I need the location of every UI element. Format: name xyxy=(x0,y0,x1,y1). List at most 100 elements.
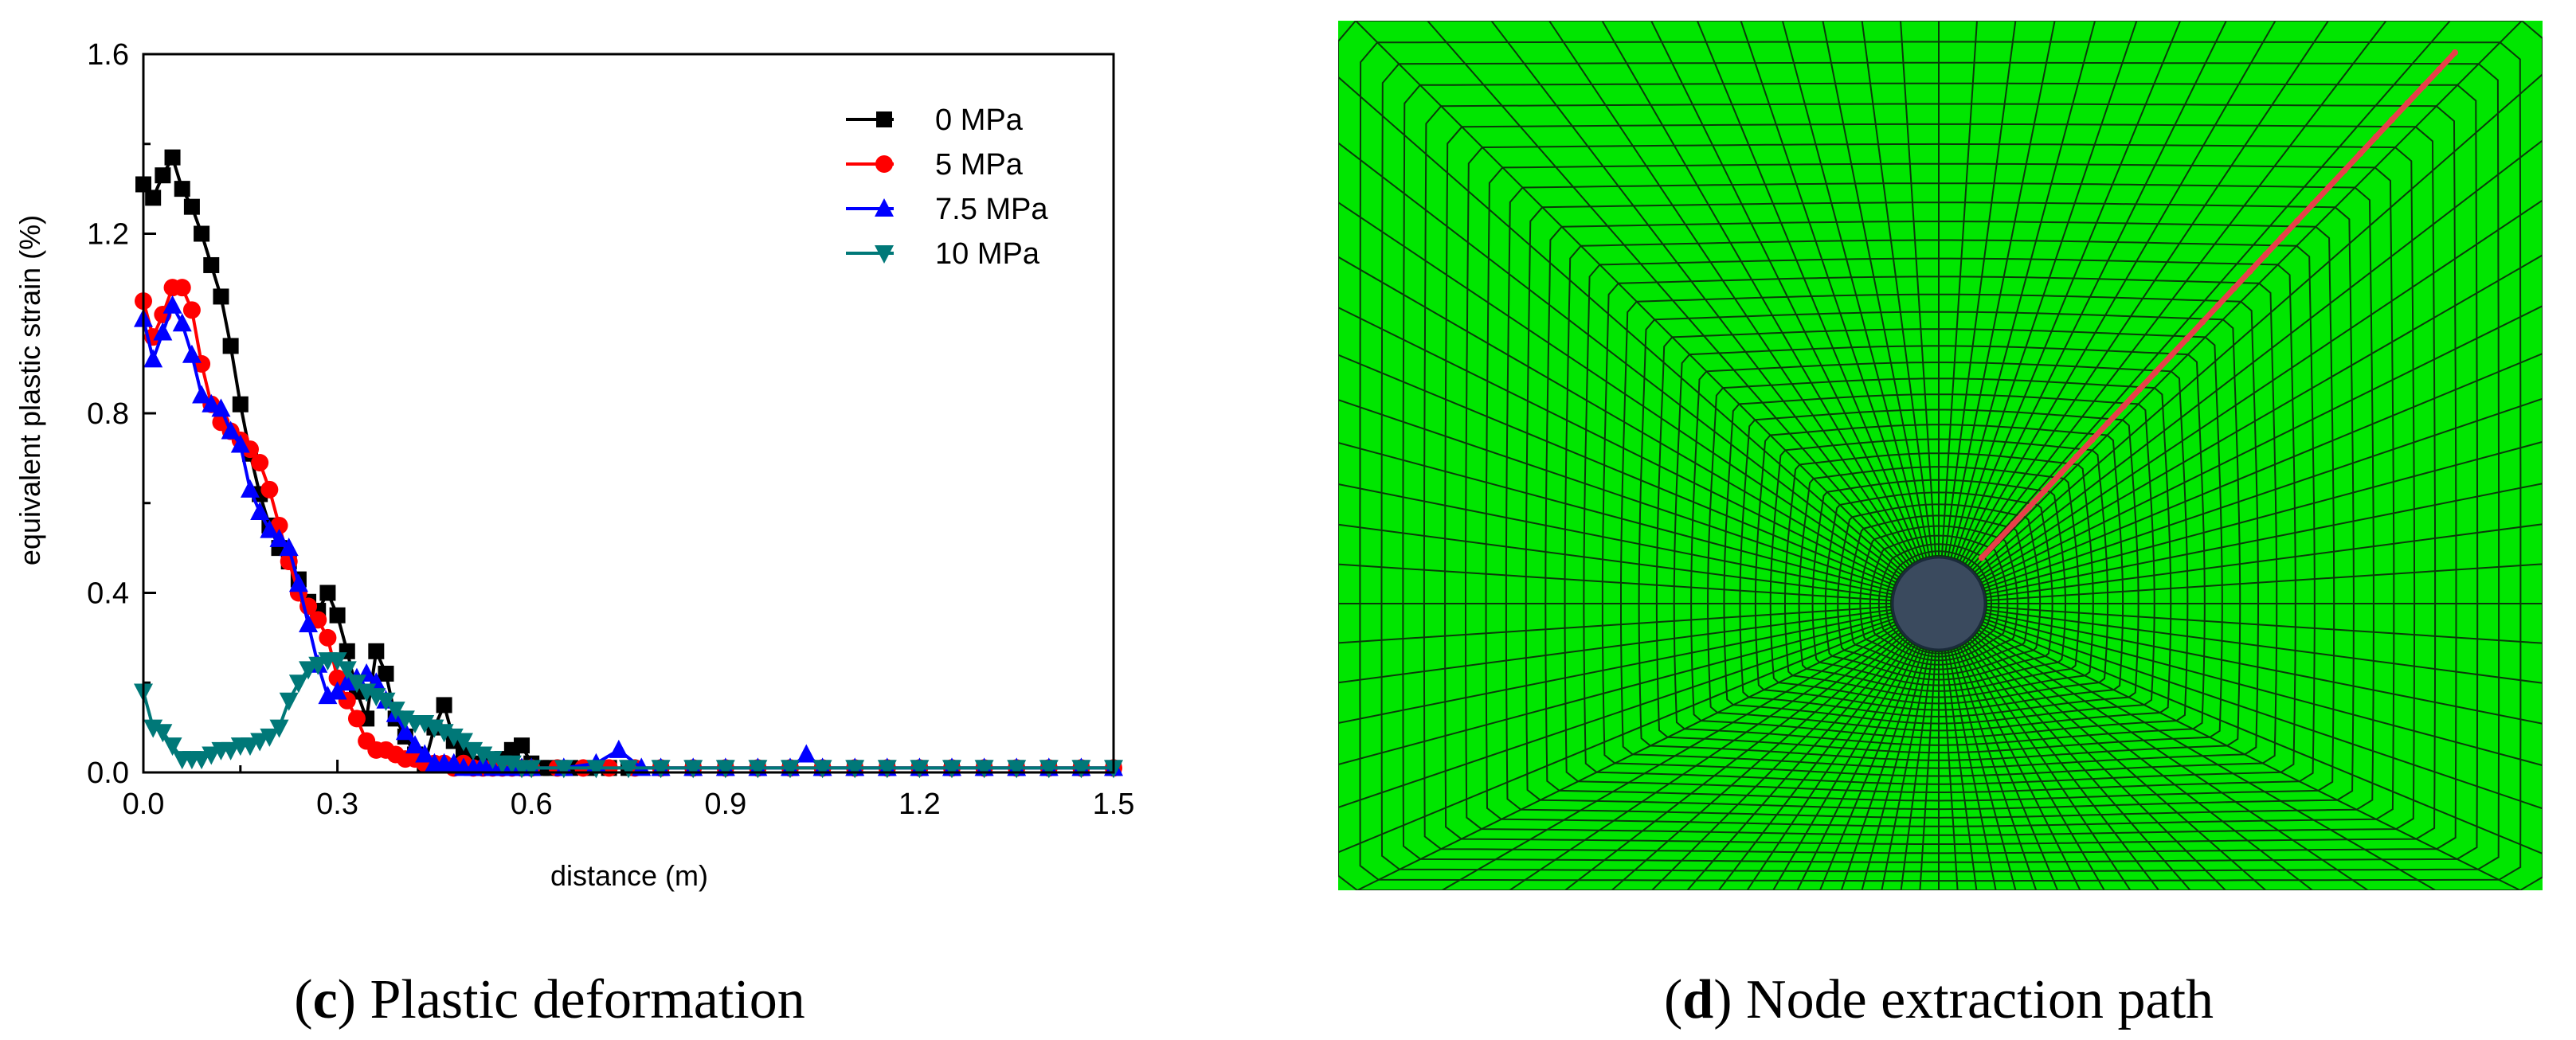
plastic-strain-chart: 0.0 0.4 0.8 1.2 1.6 0.0 0.3 0.6 0.9 1.2 1.5 equiv… xyxy=(14,38,1134,892)
extraction-node xyxy=(2341,167,2348,174)
mesh-spoke xyxy=(1355,21,1906,571)
mesh-spoke xyxy=(1338,442,1893,592)
y-tick-label: 1.6 xyxy=(87,38,129,72)
mesh-spoke xyxy=(1959,21,2227,561)
caption-c-letter: c xyxy=(313,969,338,1030)
data-point xyxy=(222,338,239,354)
legend-entry: 10 MPa xyxy=(846,237,1040,271)
data-point xyxy=(845,760,865,779)
mesh-spoke xyxy=(1964,21,2329,565)
data-point xyxy=(164,149,181,166)
mesh-spoke xyxy=(1983,397,2543,589)
x-tick-label: 1.2 xyxy=(898,788,941,821)
data-point xyxy=(405,735,425,754)
caption-c: (c) Plastic deformation xyxy=(294,969,805,1030)
extraction-node xyxy=(2230,285,2237,292)
mesh-spoke xyxy=(1964,643,2132,890)
data-point xyxy=(173,279,191,297)
data-point xyxy=(376,692,396,711)
data-point xyxy=(395,721,415,741)
mesh-spoke xyxy=(1781,21,1928,558)
mesh-spoke xyxy=(1900,21,1937,557)
mesh-spoke xyxy=(1983,353,2543,586)
series-7-5-mpa xyxy=(134,295,1123,776)
mesh-spoke xyxy=(1975,631,2313,890)
extraction-node xyxy=(2452,49,2458,56)
mesh-spoke xyxy=(1772,644,1916,890)
data-point xyxy=(619,760,638,779)
x-tick-label: 0.3 xyxy=(316,788,358,821)
extraction-node xyxy=(2136,385,2143,393)
mesh-spoke xyxy=(1981,305,2543,584)
data-point xyxy=(942,760,961,779)
mesh-spoke xyxy=(1651,636,1906,890)
mesh-spoke xyxy=(1564,631,1902,890)
legend-label: 5 MPa xyxy=(935,148,1024,182)
data-point xyxy=(319,585,336,601)
data-point xyxy=(279,538,299,557)
mesh-spoke xyxy=(1338,563,1892,602)
extraction-node xyxy=(1978,554,1985,561)
data-point xyxy=(155,167,171,184)
data-point xyxy=(153,322,173,341)
y-tick-label: 0.8 xyxy=(87,397,129,431)
x-tick-label: 1.5 xyxy=(1093,788,1135,821)
mesh-spoke xyxy=(1956,21,2182,560)
data-point xyxy=(812,760,832,779)
legend-label: 0 MPa xyxy=(935,104,1024,137)
mesh-spoke xyxy=(1979,627,2437,890)
data-point xyxy=(250,733,270,752)
data-point xyxy=(279,692,299,711)
legend-entry: 0 MPa xyxy=(846,104,1024,137)
extraction-node xyxy=(2042,487,2049,494)
data-point xyxy=(378,665,394,682)
data-point xyxy=(172,313,192,332)
mesh-spoke xyxy=(1740,21,1924,559)
extraction-node xyxy=(2073,453,2080,460)
mesh-spoke xyxy=(1611,634,1904,890)
data-point xyxy=(386,702,405,721)
data-point xyxy=(288,674,308,694)
mesh-spoke xyxy=(1944,651,1978,890)
data-point xyxy=(182,301,201,319)
data-point xyxy=(877,760,897,779)
mesh-spoke xyxy=(1956,647,2059,890)
extraction-node xyxy=(2214,302,2222,309)
data-point xyxy=(269,719,289,738)
y-tick-label: 0.0 xyxy=(87,757,129,790)
data-point xyxy=(203,256,220,273)
mesh-spoke xyxy=(1959,646,2081,890)
mesh-spoke xyxy=(1984,615,2543,767)
mesh-spoke xyxy=(1981,624,2521,890)
extraction-node xyxy=(2089,436,2096,444)
extraction-node xyxy=(2309,201,2316,208)
data-point xyxy=(347,710,366,728)
data-point xyxy=(183,198,200,215)
x-tick-label: 0.0 xyxy=(123,788,165,821)
mesh-spoke xyxy=(1962,21,2277,563)
data-point xyxy=(240,479,260,498)
mesh-spoke xyxy=(1940,21,1978,557)
mesh-spoke xyxy=(1338,142,1902,576)
node-extraction-path xyxy=(1978,49,2458,561)
data-point xyxy=(554,760,574,779)
mesh-spoke xyxy=(1717,640,1911,890)
data-point xyxy=(145,190,162,206)
data-point xyxy=(202,746,221,765)
series-5-mpa xyxy=(135,279,1122,777)
caption-d-text: Node extraction path xyxy=(1732,969,2214,1030)
data-point xyxy=(715,760,735,779)
extraction-node xyxy=(2167,352,2175,359)
mesh-spoke xyxy=(1338,399,1894,589)
mesh-spoke xyxy=(1974,634,2267,890)
data-point xyxy=(260,728,280,747)
data-point xyxy=(153,724,173,743)
data-point xyxy=(1007,760,1027,779)
y-tick-label: 0.4 xyxy=(87,577,129,611)
mesh-spoke xyxy=(1338,605,1892,644)
legend-marker xyxy=(876,111,892,127)
caption-c-close: ) xyxy=(338,969,356,1030)
legend-marker xyxy=(875,155,893,173)
mesh-spoke xyxy=(1338,201,1900,578)
mesh-spoke xyxy=(1978,629,2369,890)
